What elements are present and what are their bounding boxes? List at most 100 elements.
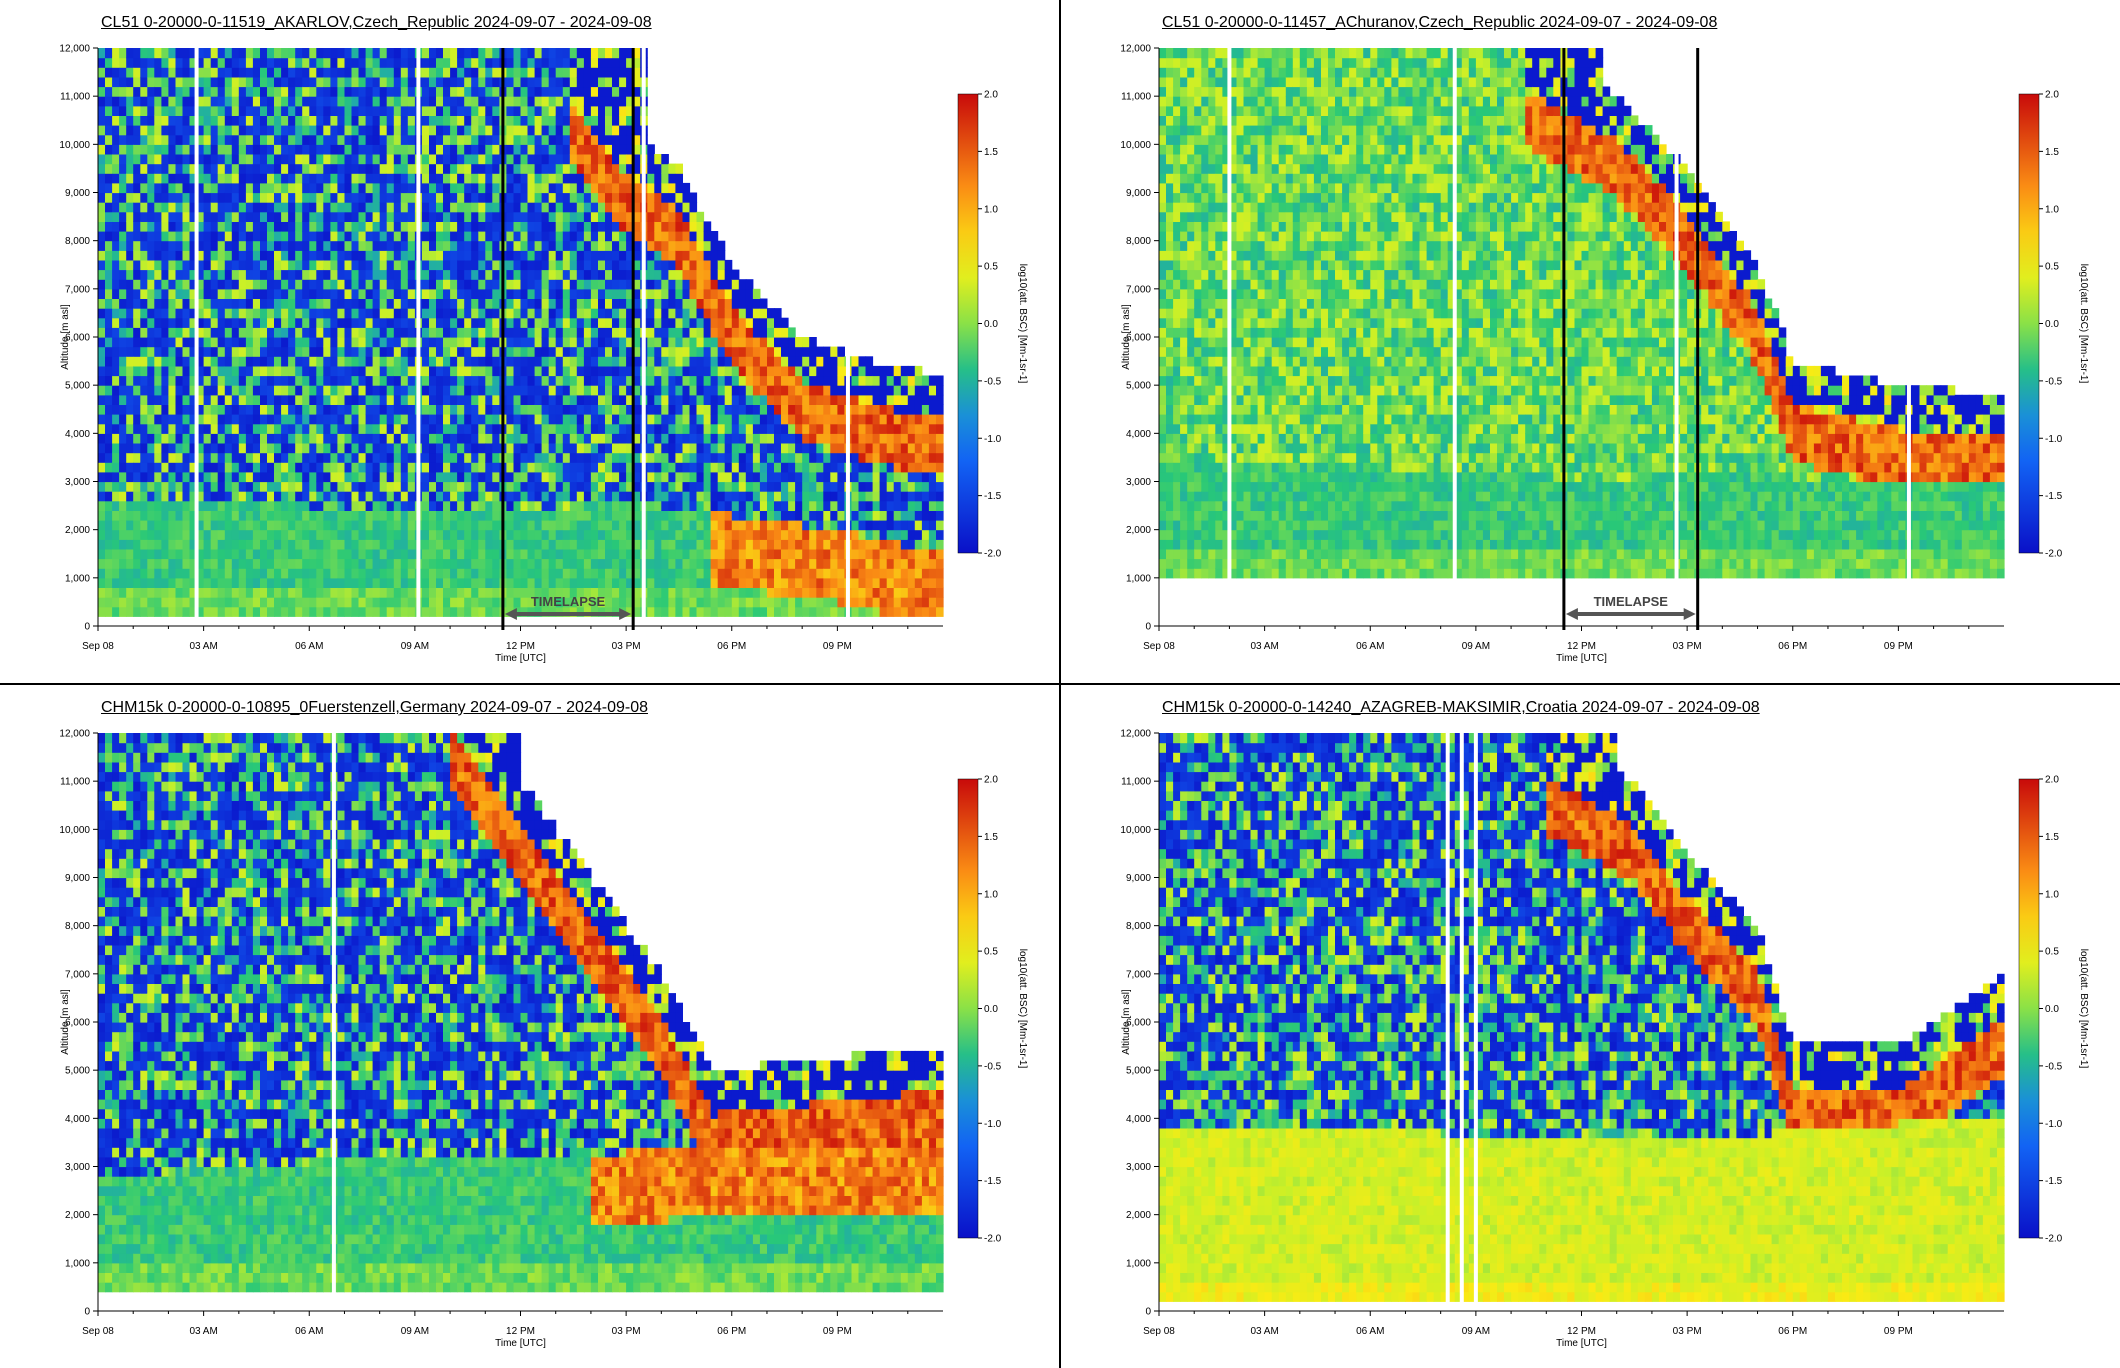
heatmap-cell [612, 288, 620, 299]
heatmap-cell [386, 423, 395, 434]
heatmap-cell [245, 202, 254, 213]
heatmap-cell [231, 529, 240, 540]
heatmap-cell [429, 57, 437, 68]
heatmap-cell [365, 365, 374, 377]
heatmap-cell [217, 115, 226, 126]
heatmap-cell [605, 452, 613, 463]
heatmap-cell [372, 67, 381, 78]
heatmap-cell [619, 452, 627, 463]
heatmap-cell [429, 365, 437, 377]
heatmap-cell [323, 105, 331, 116]
heatmap-cell [492, 317, 500, 328]
heatmap-cell [182, 76, 191, 88]
heatmap-cell [210, 154, 219, 165]
heatmap-cell [513, 221, 522, 232]
heatmap-cell [372, 577, 381, 588]
heatmap-cell [633, 211, 641, 222]
heatmap-cell [175, 125, 184, 136]
heatmap-cell [245, 163, 254, 174]
heatmap-cell [112, 163, 120, 174]
heatmap-cell [154, 510, 162, 521]
heatmap-cell [513, 385, 522, 396]
heatmap-cell [147, 96, 155, 107]
heatmap-cell [605, 259, 613, 271]
heatmap-cell [576, 385, 585, 396]
heatmap-cell [210, 86, 219, 97]
heatmap-cell [309, 462, 317, 473]
heatmap-cell [562, 577, 571, 588]
heatmap-cell [675, 385, 683, 396]
heatmap-cell [288, 491, 296, 502]
heatmap-cell [562, 115, 571, 126]
heatmap-cell [379, 134, 388, 145]
heatmap-cell [619, 346, 627, 357]
heatmap-cell [281, 163, 289, 174]
heatmap-cell [541, 587, 550, 598]
heatmap-cell [436, 48, 444, 59]
heatmap-cell [147, 510, 155, 521]
heatmap-cell [182, 414, 191, 425]
heatmap-cell [513, 365, 522, 377]
heatmap-cell [471, 356, 479, 367]
heatmap-cell [112, 96, 120, 107]
heatmap-cell [443, 587, 451, 598]
heatmap-cell [513, 76, 522, 88]
heatmap-cell [203, 76, 212, 88]
heatmap-cell [316, 356, 324, 367]
heatmap-cell [267, 500, 275, 511]
heatmap-cell [379, 115, 388, 126]
heatmap-cell [675, 288, 683, 299]
heatmap-cell [548, 558, 557, 569]
heatmap-cell [612, 86, 620, 97]
heatmap-cell [196, 76, 205, 88]
heatmap-cell [689, 211, 698, 222]
heatmap-cell [154, 365, 162, 377]
heatmap-cell [344, 76, 353, 88]
heatmap-cell [654, 414, 662, 425]
heatmap-cell [358, 433, 367, 444]
heatmap-cell [562, 539, 571, 550]
heatmap-cell [323, 462, 331, 473]
heatmap-cell [316, 452, 324, 463]
heatmap-cell [147, 298, 155, 309]
heatmap-cell [147, 48, 155, 59]
heatmap-cell [478, 134, 486, 145]
heatmap-cell [231, 414, 240, 425]
heatmap-cell [358, 365, 367, 377]
heatmap-cell [633, 529, 641, 540]
heatmap-cell [520, 365, 529, 377]
heatmap-cell [471, 259, 479, 271]
heatmap-cell [168, 259, 176, 271]
heatmap-cell [485, 182, 493, 194]
heatmap-cell [485, 385, 493, 396]
heatmap-cell [140, 96, 148, 107]
heatmap-cell [105, 125, 113, 136]
heatmap-cell [612, 231, 620, 242]
heatmap-cell [274, 211, 282, 222]
heatmap-cell [372, 548, 381, 560]
heatmap-cell [675, 327, 683, 338]
heatmap-cell [133, 250, 141, 261]
heatmap-cell [605, 520, 613, 531]
heatmap-cell [372, 279, 381, 290]
heatmap-cell [619, 134, 627, 145]
heatmap-cell [450, 346, 458, 357]
heatmap-cell [260, 587, 268, 598]
heatmap-cell [478, 57, 486, 68]
heatmap-cell [189, 520, 198, 531]
heatmap-cell [189, 202, 198, 213]
heatmap-cell [147, 529, 155, 540]
heatmap-cell [598, 385, 606, 396]
heatmap-cell [126, 414, 134, 425]
heatmap-cell [372, 317, 381, 328]
heatmap-cell [520, 192, 529, 203]
heatmap-cell [161, 163, 169, 174]
heatmap-cell [703, 471, 712, 483]
heatmap-cell [633, 452, 641, 463]
heatmap-cell [661, 510, 669, 521]
heatmap-cell [147, 356, 155, 367]
heatmap-cell [407, 423, 416, 434]
heatmap-cell [400, 443, 409, 454]
heatmap-cell [231, 279, 240, 290]
heatmap-cell [450, 125, 458, 136]
